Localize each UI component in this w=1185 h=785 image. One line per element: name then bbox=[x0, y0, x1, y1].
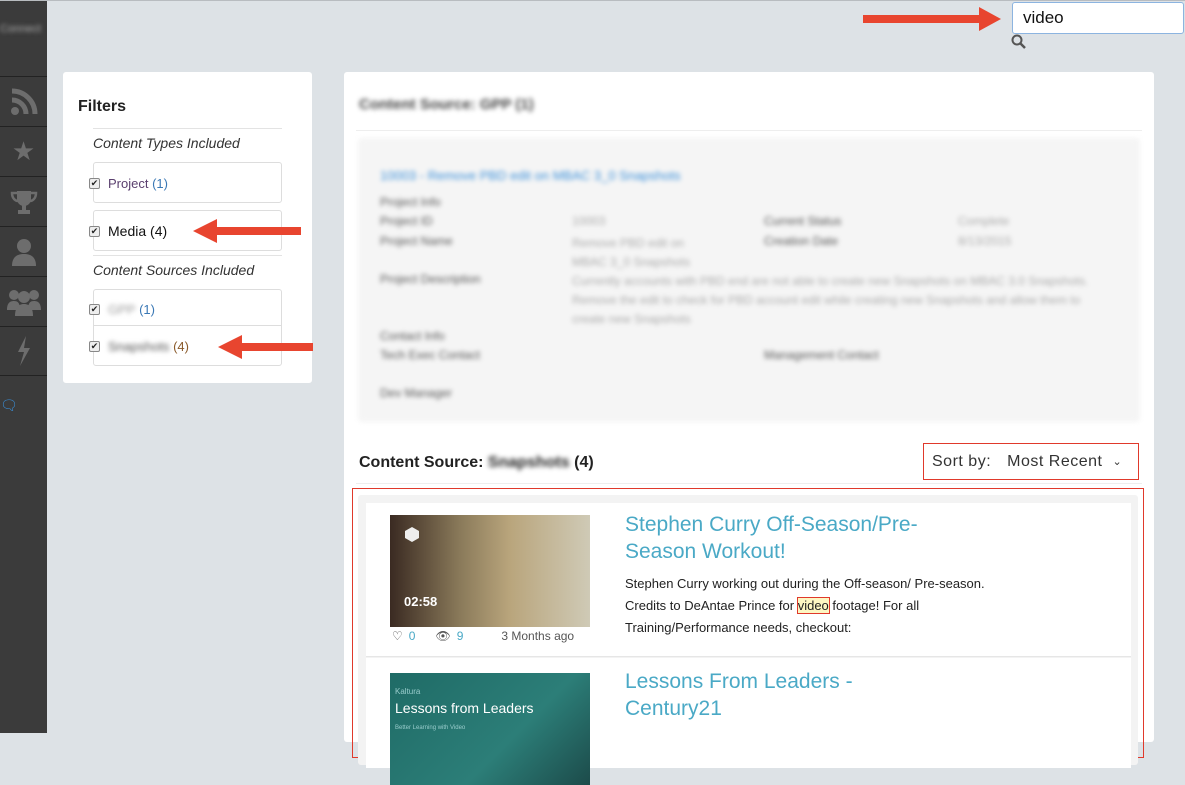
heading-prefix: Content Source: bbox=[359, 454, 484, 471]
label: Project Name bbox=[380, 234, 453, 248]
filter-label: Project bbox=[108, 176, 149, 191]
content-types-heading: Content Types Included bbox=[93, 128, 282, 151]
filter-count: (4) bbox=[173, 339, 189, 354]
checkbox[interactable]: ✔ bbox=[89, 225, 100, 237]
thumb-subtitle: Better Learning with Video bbox=[395, 725, 466, 731]
sort-dropdown[interactable]: Sort by: Most Recent ⌄ bbox=[923, 443, 1139, 480]
sidebar-item-favorites[interactable]: ★ bbox=[0, 126, 47, 176]
sidebar: Connect ★ 🗨 bbox=[0, 1, 47, 733]
filter-box bbox=[93, 289, 282, 366]
source-name: Snapshots bbox=[487, 454, 570, 471]
sidebar-item-feed[interactable] bbox=[0, 76, 47, 126]
item-title[interactable]: Lessons From Leaders - Century21 bbox=[625, 670, 853, 720]
search-icon[interactable] bbox=[1011, 34, 1027, 50]
label: Project Info bbox=[380, 195, 441, 209]
checkbox[interactable]: ✔ bbox=[89, 341, 100, 352]
item-age: 3 Months ago bbox=[501, 629, 575, 643]
heart-icon[interactable]: ♡ bbox=[392, 629, 403, 643]
list-item[interactable]: 02:58 ♡ 0 👁 9 3 Months ago Stephen Curry O… bbox=[366, 503, 1131, 657]
sort-value: Most Recent bbox=[1007, 452, 1103, 470]
filters-panel: Filters Content Types Included ✔ Project … bbox=[63, 72, 312, 383]
annotation-arrow bbox=[193, 219, 301, 243]
star-icon: ★ bbox=[11, 136, 36, 166]
cube-icon bbox=[405, 527, 419, 542]
results-panel: Content Source: GPP (1) 10003 - Remove P… bbox=[344, 72, 1154, 785]
filter-gpp[interactable]: ✔ GPP (1) bbox=[89, 302, 155, 317]
label: Contact Info bbox=[380, 329, 445, 343]
filter-count: (4) bbox=[150, 223, 168, 239]
user-icon bbox=[11, 238, 36, 266]
video-duration: 02:58 bbox=[404, 594, 438, 609]
results-list: 02:58 ♡ 0 👁 9 3 Months ago Stephen Curry O… bbox=[352, 488, 1144, 785]
sidebar-item-achievements[interactable] bbox=[0, 176, 47, 226]
gpp-project-card: 10003 - Remove PBD edit on MBAC 3_0 Snap… bbox=[358, 138, 1140, 422]
filter-label: GPP bbox=[108, 302, 136, 317]
annotation-arrow bbox=[218, 335, 313, 359]
label: Dev Manager bbox=[380, 386, 453, 400]
sort-label: Sort by: bbox=[932, 452, 992, 470]
value: Remove PBD edit on MBAC 3_0 Snapshots bbox=[572, 236, 691, 269]
gpp-heading: Content Source: GPP (1) bbox=[359, 96, 534, 113]
filter-box bbox=[93, 162, 282, 203]
label: Project ID bbox=[380, 214, 433, 228]
view-count: 9 bbox=[456, 629, 464, 643]
search-highlight: video bbox=[796, 597, 830, 614]
checkbox[interactable]: ✔ bbox=[89, 178, 100, 189]
trophy-icon bbox=[10, 190, 37, 214]
filter-label: Snapshots bbox=[108, 339, 170, 354]
eye-icon: 👁 bbox=[435, 629, 451, 643]
value: Complete bbox=[958, 214, 1010, 228]
label: Project Description bbox=[380, 272, 481, 286]
checkbox[interactable]: ✔ bbox=[89, 304, 100, 315]
rss-icon bbox=[10, 88, 37, 115]
filter-count: (1) bbox=[152, 176, 168, 191]
label: Creation Date bbox=[764, 234, 839, 248]
filter-project[interactable]: ✔ Project (1) bbox=[89, 176, 168, 191]
label: Tech Exec Contact bbox=[380, 348, 481, 362]
value: Currently accounts with PBD end are not … bbox=[572, 274, 1089, 326]
thumb-title: Lessons from Leaders bbox=[395, 700, 534, 716]
group-icon bbox=[6, 289, 41, 316]
sidebar-item-profile[interactable] bbox=[0, 226, 47, 276]
chevron-down-icon: ⌄ bbox=[1112, 456, 1123, 468]
item-meta: ♡ 0 👁 9 3 Months ago bbox=[392, 629, 592, 643]
sidebar-brand: Connect bbox=[0, 23, 41, 35]
snapshots-heading: Content Source: Snapshots (4) bbox=[359, 454, 594, 472]
filter-label: Media bbox=[108, 223, 147, 239]
filter-media[interactable]: ✔ Media (4) bbox=[89, 223, 167, 239]
video-thumbnail[interactable]: Kaltura Lessons from Leaders Better Lear… bbox=[390, 673, 590, 785]
label: Management Contact bbox=[764, 348, 879, 362]
value: 10003 bbox=[572, 214, 606, 228]
label: Current Status bbox=[764, 214, 842, 228]
search-input[interactable] bbox=[1012, 2, 1184, 34]
sidebar-item-activity[interactable] bbox=[0, 326, 47, 376]
filters-title: Filters bbox=[78, 98, 127, 115]
video-thumbnail[interactable]: 02:58 bbox=[390, 515, 590, 627]
like-count: 0 bbox=[408, 629, 416, 643]
sidebar-item-groups[interactable] bbox=[0, 276, 47, 326]
content-sources-heading: Content Sources Included bbox=[93, 255, 282, 278]
filter-snapshots[interactable]: ✔ Snapshots (4) bbox=[89, 339, 189, 354]
list-item[interactable]: Kaltura Lessons from Leaders Better Lear… bbox=[366, 658, 1131, 785]
value: 8/13/2015 bbox=[958, 234, 1012, 248]
item-description: Stephen Curry working out during the Off… bbox=[625, 576, 985, 635]
item-title[interactable]: Stephen Curry Off-Season/Pre-Season Work… bbox=[625, 513, 918, 563]
source-count: (4) bbox=[574, 454, 594, 471]
annotation-arrow bbox=[863, 7, 1001, 31]
thumb-brand: Kaltura bbox=[395, 687, 421, 696]
filter-count: (1) bbox=[139, 302, 155, 317]
chat-icon[interactable]: 🗨 bbox=[0, 397, 18, 413]
lightning-icon bbox=[17, 336, 30, 366]
project-link[interactable]: 10003 - Remove PBD edit on MBAC 3_0 Snap… bbox=[380, 168, 681, 183]
